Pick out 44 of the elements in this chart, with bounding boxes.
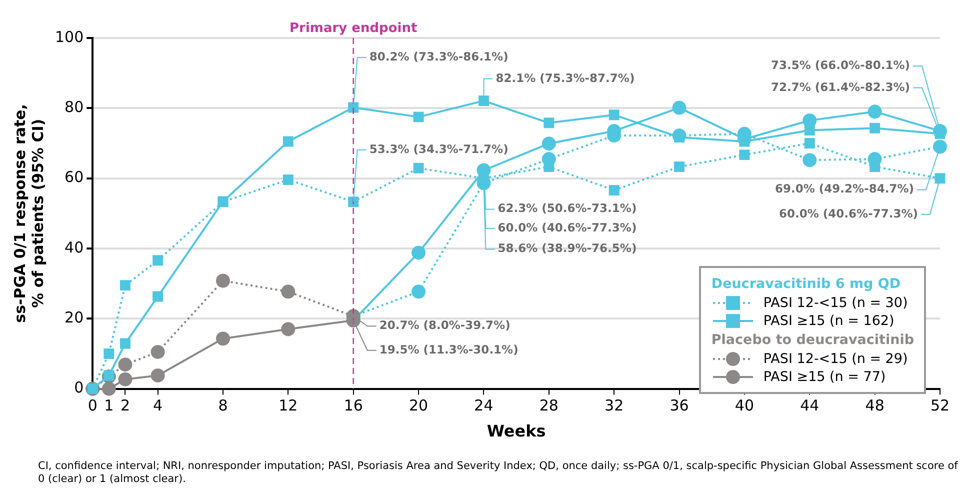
- y-axis-title: ss-PGA 0/1 response rate, % of patients (95% CI): [10, 104, 47, 323]
- annotation: 53.3% (34.3%-71.7%): [369, 142, 508, 156]
- x-tick-label: 32: [604, 396, 624, 415]
- x-axis-title: Weeks: [486, 422, 546, 441]
- x-tick-label: 24: [474, 396, 494, 415]
- annotation: 72.7% (61.4%-82.3%): [771, 80, 910, 94]
- x-tick-label: 4: [153, 396, 163, 415]
- legend-label: PASI 12-<15 (n = 30): [762, 294, 909, 312]
- y-tick-label: 60: [64, 168, 84, 186]
- annotation: 80.2% (73.3%-86.1%): [369, 49, 508, 64]
- x-tick-label: 36: [670, 396, 689, 415]
- text: CI, confidence interval; NRI, nonresponder imputation; PASI, Psoriasis Area and Severity Index; QD, once daily; ss-PGA 0/1, scalp-specific Physician Global Assessment score of 0 (clear) or 1 (almost clear).: [38, 460, 959, 486]
- annotation: 60.0% (40.6%-77.3%): [498, 220, 637, 234]
- annotation: 19.5% (11.3%-30.1%): [379, 342, 518, 356]
- x-tick-label: 28: [539, 396, 558, 415]
- annotation: Deucravacitinib 6 mg QD: [711, 276, 902, 292]
- y-tick-label: 0: [74, 378, 84, 397]
- legend-label: PASI 12-<15 (n = 29): [762, 350, 909, 368]
- y-tick-label: 20: [64, 308, 84, 327]
- annotation: 60.0% (40.6%-77.3%): [779, 206, 918, 220]
- x-tick-label: 0: [88, 396, 98, 415]
- annotation: 73.5% (66.0%-80.1%): [771, 58, 910, 72]
- y-tick-label: 80: [64, 98, 84, 116]
- x-tick-label: 44: [800, 396, 820, 415]
- ref-line-label: Primary endpoint: [290, 20, 418, 36]
- x-tick-label: 40: [734, 396, 754, 415]
- x-tick-label: 2: [120, 396, 130, 415]
- annotation: 58.6% (38.9%-76.5%): [498, 241, 637, 256]
- legend-label: PASI ≥15 (n = 77): [762, 368, 887, 386]
- x-tick-label: 20: [408, 396, 428, 415]
- x-tick-label: 8: [218, 396, 228, 415]
- x-tick-label: 52: [930, 396, 950, 415]
- annotation: 69.0% (49.2%-84.7%): [775, 182, 914, 196]
- x-tick-label: 1: [104, 396, 114, 415]
- annotation: 20.7% (8.0%-39.7%): [379, 318, 510, 332]
- annotation: 62.3% (50.6%-73.1%): [498, 201, 637, 216]
- x-tick-label: 12: [278, 396, 298, 415]
- y-tick-label: 100: [54, 28, 84, 46]
- x-tick-label: 48: [865, 396, 884, 415]
- legend-label: PASI ≥15 (n = 162): [762, 312, 896, 330]
- x-tick-label: 16: [344, 396, 363, 415]
- y-tick-label: 40: [64, 238, 84, 256]
- annotation: Placebo to deucravacitinib: [711, 332, 914, 348]
- annotation: 82.1% (75.3%-87.7%): [496, 70, 635, 85]
